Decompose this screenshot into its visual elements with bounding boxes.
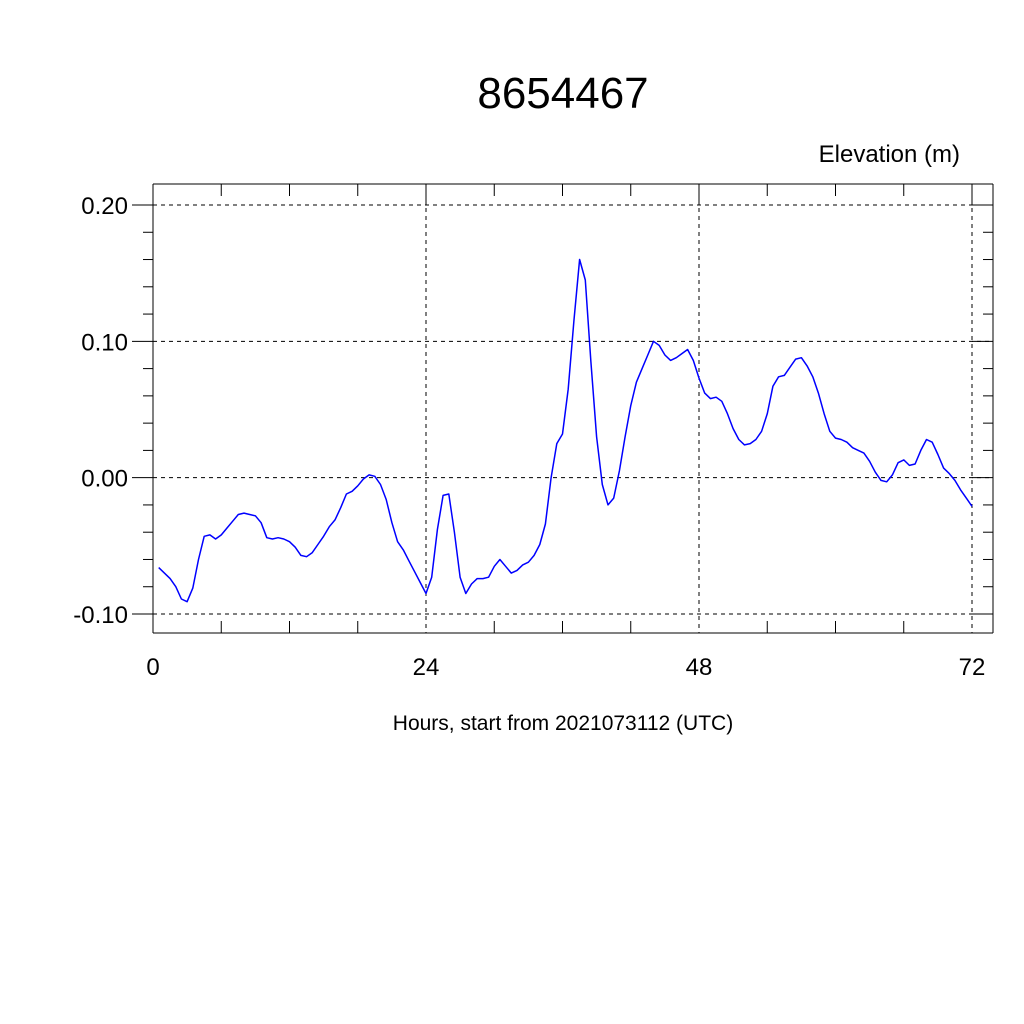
series-layer — [158, 258, 973, 603]
y-tick-label: 0.10 — [81, 329, 128, 356]
elevation-series-line — [158, 258, 973, 603]
x-tick-label: 48 — [686, 654, 713, 681]
chart-title: 8654467 — [477, 69, 648, 118]
tick-labels: -0.10 0.00 0.10 0.20 0 24 48 72 — [73, 193, 985, 681]
axes — [132, 183, 994, 634]
y-axis-label: Elevation (m) — [819, 141, 960, 168]
x-tick-label: 72 — [959, 654, 986, 681]
grid — [153, 184, 993, 633]
y-tick-label: 0.00 — [81, 466, 128, 493]
x-axis-label: Hours, start from 2021073112 (UTC) — [393, 712, 733, 735]
y-tick-label: -0.10 — [73, 602, 128, 629]
x-tick-label: 24 — [413, 654, 440, 681]
x-tick-label: 0 — [146, 654, 159, 681]
y-tick-label: 0.20 — [81, 193, 128, 220]
